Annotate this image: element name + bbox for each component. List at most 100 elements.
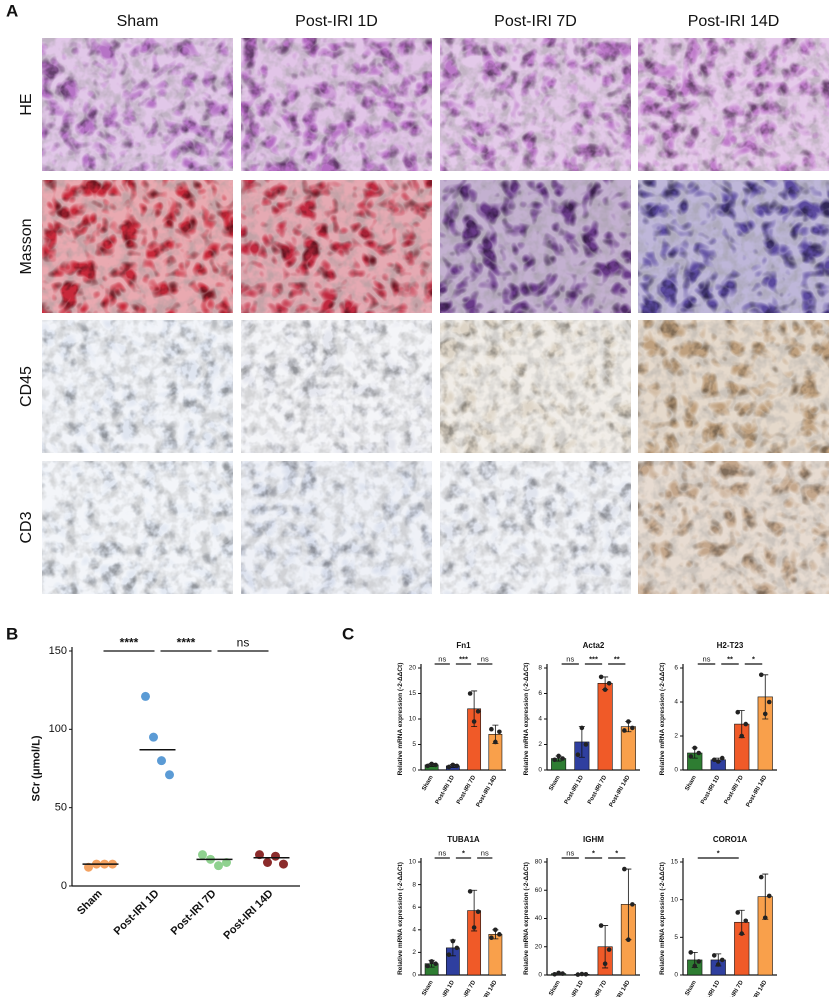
data-point [598,674,604,680]
y-axis-label: SCr (μmol/L) [31,735,43,801]
significance-label: ns [481,654,489,663]
data-point [575,752,581,757]
micrograph-lumen [241,461,432,594]
row-label: CD3 [18,511,35,543]
data-point [471,925,477,930]
data-point [735,910,741,915]
micrograph-lumen [42,320,233,453]
data-point [157,756,166,766]
data-point [425,763,430,769]
y-tick-label: 2 [538,741,542,748]
y-tick-label: 20 [535,943,543,950]
data-point [560,971,565,976]
data-point [606,681,612,686]
y-tick-label: 5 [412,741,416,748]
data-point [429,959,434,964]
chart-title: H2-T23 [717,641,744,650]
y-tick-label: 4 [674,699,678,706]
data-point [222,858,231,867]
data-point [622,866,627,872]
data-point [489,935,494,941]
data-point [84,862,93,872]
micrograph-lumen [42,38,233,171]
row-label: HE [18,93,35,115]
data-point [493,927,498,933]
data-point [471,719,477,724]
y-tick-label: 6 [538,690,542,697]
y-tick-label: 0 [674,972,678,979]
micrograph-lumen [440,38,631,171]
significance-label: * [752,654,755,663]
data-point [475,909,481,915]
data-point [739,931,745,936]
y-tick-label: 10 [409,859,417,866]
data-point [583,971,589,977]
data-point [255,850,264,860]
micrograph-lumen [638,38,829,171]
data-point [606,947,612,952]
significance-label: ns [703,654,711,663]
y-axis-label: Relative mRNA expression (-2-ΔΔCt) [659,663,666,776]
chart-title: TUBA1A [447,835,480,844]
micrograph-lumen [638,180,829,313]
y-axis-label: Relative mRNA expression (-2-ΔΔCt) [523,663,530,776]
significance-label: ns [237,635,250,649]
y-tick-label: 0 [412,972,416,979]
data-point [467,691,473,696]
y-tick-label: 10 [409,716,417,723]
y-axis-label: Relative mRNA expression (-2-ΔΔCt) [397,862,404,975]
y-tick-label: 0 [61,880,67,892]
chart-title: IGHM [583,835,604,844]
significance-label: ns [481,848,489,857]
bar [597,682,613,771]
data-point [579,725,585,731]
column-header: Post-IRI 1D [295,13,378,30]
data-point [429,761,434,767]
data-point [743,918,749,924]
data-point [165,770,174,780]
data-point [467,889,473,894]
data-point [141,691,150,701]
micrograph-lumen [42,180,233,313]
significance-label: * [592,848,595,857]
data-point [454,945,460,951]
significance-label: *** [589,654,598,663]
y-tick-label: 8 [412,881,416,888]
data-point [556,970,561,976]
y-tick-label: 4 [538,716,542,723]
micrograph-lumen [241,38,432,171]
chart-title: Acta2 [583,641,605,650]
data-point [692,745,698,751]
data-point [626,719,631,724]
y-tick-label: 4 [412,927,416,934]
data-point [696,959,702,964]
y-tick-label: 100 [49,723,67,735]
chart-title: CORO1A [713,835,747,844]
data-point [433,961,438,966]
y-axis-label: Relative mRNA expression (-2-ΔΔCt) [659,862,666,975]
significance-label: ** [727,654,733,663]
data-point [715,962,721,967]
data-point [766,893,772,899]
data-point [583,742,589,747]
data-point [735,709,741,715]
significance-label: ** [614,654,620,663]
column-header: Post-IRI 7D [494,13,577,30]
y-tick-label: 20 [409,665,417,672]
data-point [688,950,694,955]
significance-label: * [462,848,465,857]
data-point [598,923,604,928]
data-point [446,764,452,770]
y-tick-label: 15 [671,859,679,866]
data-point [719,957,725,963]
data-point [446,952,452,957]
significance-label: **** [120,635,139,649]
micrograph-lumen [440,320,631,453]
data-point [762,915,768,921]
micrograph-lumen [241,320,432,453]
bar [488,934,503,976]
y-tick-label: 10 [671,896,679,903]
data-point [739,733,745,739]
data-point [556,753,561,759]
data-point [602,961,608,966]
